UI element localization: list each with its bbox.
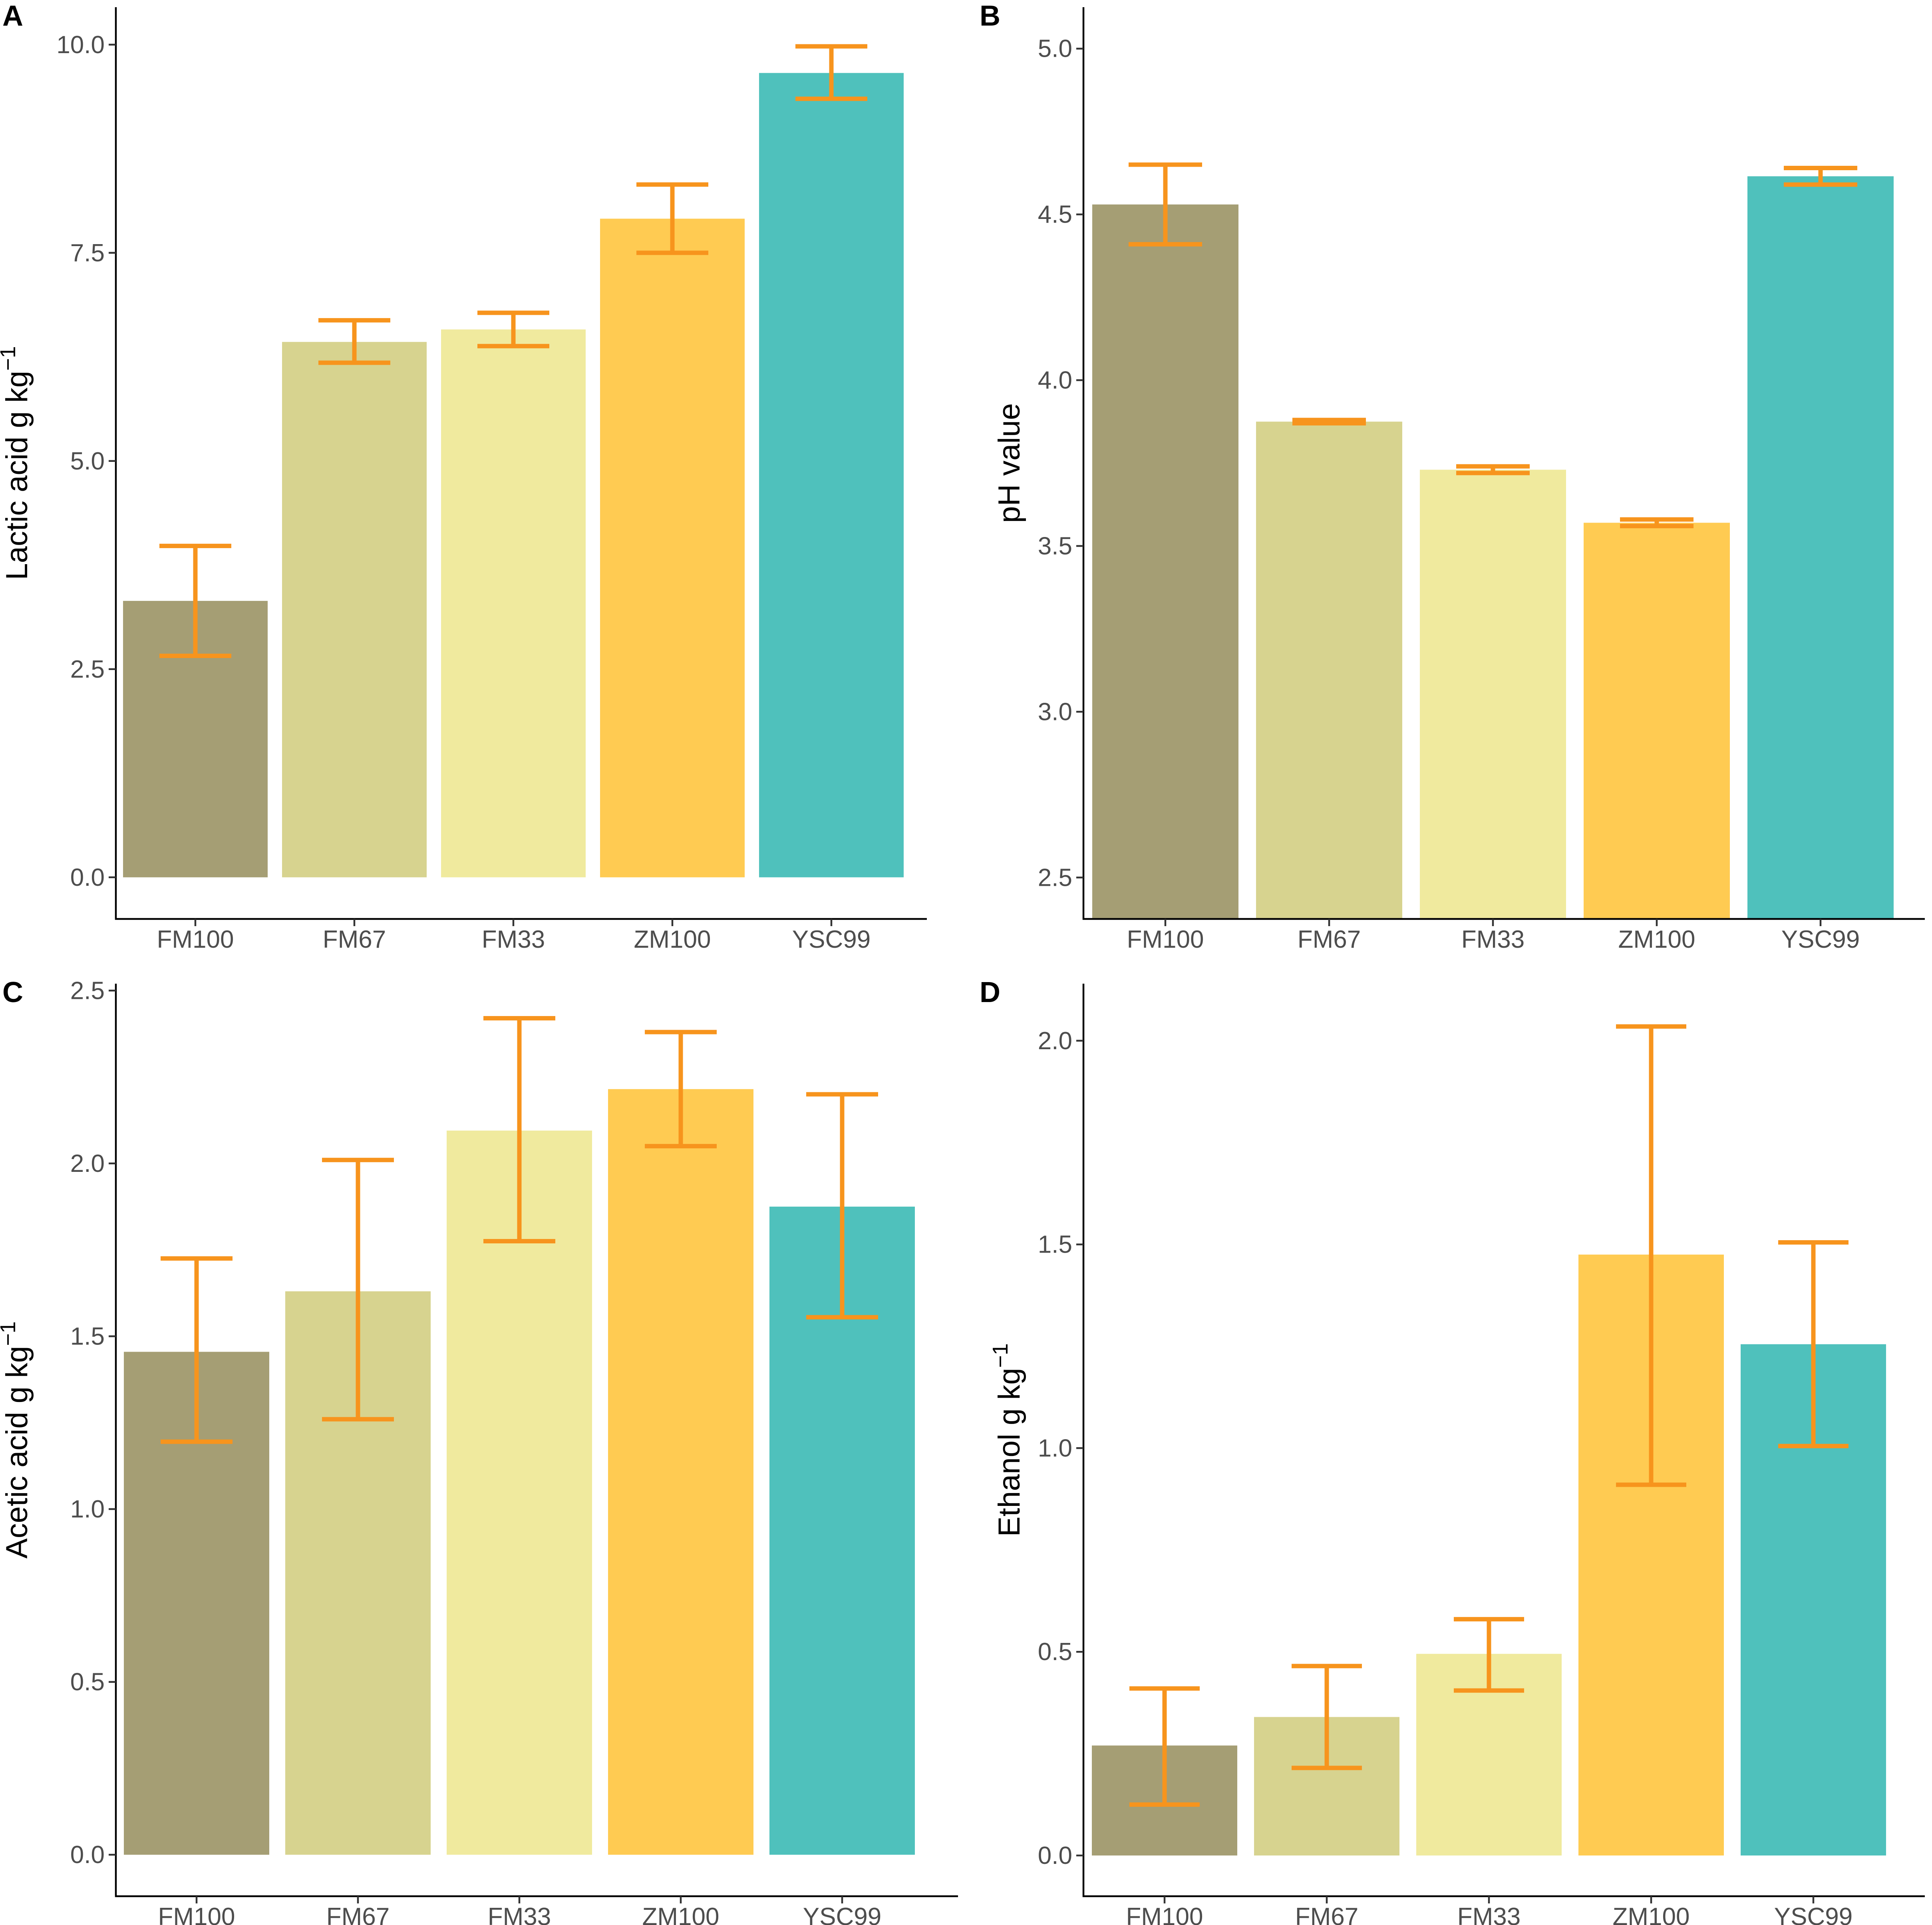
error-bar-fm33 xyxy=(1456,464,1530,475)
error-bar-ysc99 xyxy=(795,44,867,101)
y-axis-title: Ethanol g kg−1 xyxy=(988,1343,1026,1537)
bar-fm33 xyxy=(1420,469,1566,919)
error-bar-zm100 xyxy=(1620,517,1693,529)
bar-zm100 xyxy=(608,1089,753,1855)
error-bar-fm100 xyxy=(159,543,231,658)
error-bar-zm100 xyxy=(645,1030,717,1149)
bar-fm100 xyxy=(1092,204,1238,919)
error-bar-zm100 xyxy=(636,182,708,255)
x-tick-label-zm100: ZM100 xyxy=(1613,1903,1690,1925)
panel-letter: D xyxy=(980,976,1000,1008)
error-bar-fm67 xyxy=(1292,418,1366,426)
y-tick-label: 0.5 xyxy=(1038,1638,1072,1666)
bar-fm67 xyxy=(1256,422,1402,919)
x-tick-label-zm100: ZM100 xyxy=(1618,926,1695,953)
error-bar-fm100 xyxy=(1129,162,1202,247)
error-bar-ysc99 xyxy=(1778,1240,1849,1448)
y-tick-label: 0.0 xyxy=(70,864,105,891)
panel-letter: B xyxy=(980,0,1000,32)
x-tick-label-fm100: FM100 xyxy=(1126,1903,1203,1925)
panel-letter: A xyxy=(2,0,23,32)
y-tick-label: 5.0 xyxy=(1038,35,1072,63)
error-bar-zm100 xyxy=(1616,1024,1686,1487)
error-bar-fm67 xyxy=(1292,1664,1362,1770)
error-bar-ysc99 xyxy=(806,1092,878,1320)
x-tick-label-fm33: FM33 xyxy=(488,1903,551,1925)
y-tick-label: 5.0 xyxy=(70,447,105,475)
x-tick-label-fm67: FM67 xyxy=(1295,1903,1358,1925)
error-bar-fm67 xyxy=(318,318,390,365)
y-tick-label: 0.0 xyxy=(1038,1842,1072,1869)
x-tick-label-fm67: FM67 xyxy=(326,1903,390,1925)
panel-c: 0.0 0.5 1.0 1.5 2.0 2.5 FM100 FM67 FM33 ZM100 YSC9… xyxy=(0,976,958,1925)
x-tick-label-fm67: FM67 xyxy=(323,926,386,953)
bar-fm67 xyxy=(282,342,427,877)
error-bar-fm33 xyxy=(1454,1617,1524,1693)
y-tick-label: 4.5 xyxy=(1038,201,1072,229)
y-tick-label: 4.0 xyxy=(1038,367,1072,394)
y-axis-title: pH value xyxy=(992,403,1026,523)
y-tick-label: 7.5 xyxy=(70,239,105,267)
y-tick-label: 1.5 xyxy=(1038,1231,1072,1259)
error-bar-fm100 xyxy=(1129,1686,1200,1807)
y-tick-label: 2.5 xyxy=(1038,864,1072,891)
x-tick-label-fm67: FM67 xyxy=(1298,926,1361,953)
error-bar-fm33 xyxy=(477,310,549,348)
y-tick-label: 3.5 xyxy=(1038,532,1072,560)
panel-d: 0.0 0.5 1.0 1.5 2.0 FM100 FM67 FM33 ZM100 YSC99 Et… xyxy=(980,976,1925,1925)
y-tick-label: 10.0 xyxy=(56,31,105,59)
y-tick-label: 2.0 xyxy=(1038,1027,1072,1055)
y-axis-title: Acetic acid g kg−1 xyxy=(0,1321,34,1559)
x-tick-label-fm100: FM100 xyxy=(157,926,234,953)
y-tick-label: 1.0 xyxy=(70,1495,105,1523)
x-tick-label-ysc99: YSC99 xyxy=(792,926,871,953)
panel-a: 0.0 2.5 5.0 7.5 10.0 FM100 FM67 FM33 ZM100 YSC99 L… xyxy=(0,0,927,953)
y-axis-title: Lactic acid g kg−1 xyxy=(0,346,34,580)
x-tick-label-ysc99: YSC99 xyxy=(1774,1903,1852,1925)
bar-zm100 xyxy=(600,219,745,877)
x-tick-label-zm100: ZM100 xyxy=(634,926,711,953)
x-tick-label-fm33: FM33 xyxy=(1457,1903,1521,1925)
bar-fm33 xyxy=(441,329,586,877)
y-tick-label: 1.0 xyxy=(1038,1434,1072,1462)
x-tick-label-ysc99: YSC99 xyxy=(803,1903,881,1925)
x-tick-label-fm100: FM100 xyxy=(158,1903,235,1925)
panel-letter: C xyxy=(2,976,23,1008)
y-tick-label: 0.5 xyxy=(70,1668,105,1696)
x-tick-label-zm100: ZM100 xyxy=(642,1903,720,1925)
error-bar-ysc99 xyxy=(1784,165,1857,187)
panel-b: 2.5 3.0 3.5 4.0 4.5 5.0 FM100 FM67 FM33 ZM100 YSC9… xyxy=(980,0,1925,953)
x-tick-label-fm100: FM100 xyxy=(1127,926,1204,953)
y-tick-label: 2.0 xyxy=(70,1150,105,1177)
x-tick-label-fm33: FM33 xyxy=(1461,926,1525,953)
y-tick-label: 2.5 xyxy=(70,656,105,683)
error-bar-fm33 xyxy=(483,1016,555,1244)
y-tick-label: 1.5 xyxy=(70,1322,105,1350)
bar-zm100 xyxy=(1584,523,1730,919)
error-bar-fm100 xyxy=(161,1256,233,1444)
x-tick-label-fm33: FM33 xyxy=(482,926,545,953)
bar-ysc99 xyxy=(1747,176,1894,919)
x-tick-label-ysc99: YSC99 xyxy=(1781,926,1860,953)
error-bar-fm67 xyxy=(322,1157,394,1422)
y-tick-label: 3.0 xyxy=(1038,698,1072,726)
y-tick-label: 2.5 xyxy=(70,977,105,1004)
bar-fm33 xyxy=(447,1130,592,1855)
y-tick-label: 0.0 xyxy=(70,1841,105,1869)
bar-ysc99 xyxy=(759,73,904,877)
